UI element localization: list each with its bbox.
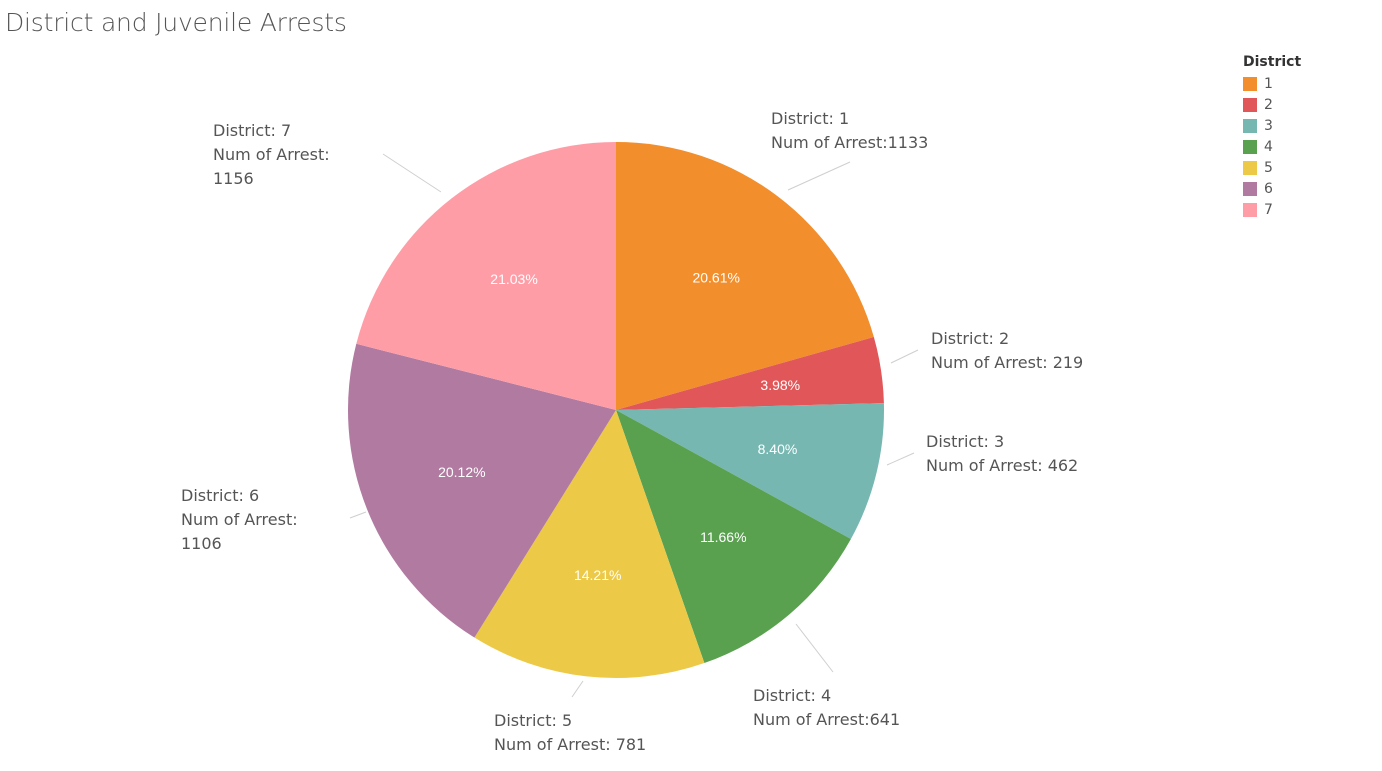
annotation-district-2-line-1: District: 2 (931, 329, 1009, 348)
legend-item-1[interactable]: 1 (1243, 73, 1301, 94)
legend-title: District (1243, 54, 1302, 70)
percent-label-district-2: 3.98% (760, 377, 800, 393)
annotation-district-6-line-2: Num of Arrest: (181, 510, 298, 529)
leader-line-district-4 (795, 623, 834, 673)
pie-slice-district-3[interactable] (616, 403, 884, 540)
legend-label: 7 (1264, 201, 1273, 218)
legend-label: 4 (1264, 138, 1273, 155)
pie-slice-district-1[interactable] (616, 142, 874, 410)
legend-item-2[interactable]: 2 (1243, 94, 1301, 115)
legend-label: 5 (1264, 159, 1273, 176)
chart-title: District and Juvenile Arrests (5, 8, 347, 37)
legend-label: 2 (1264, 96, 1273, 113)
percent-labels: 20.61% 3.98% 8.40% 11.66% 14.21% 20.12% 21.03% (438, 269, 800, 583)
leader-line-district-1 (787, 161, 851, 191)
legend-item-4[interactable]: 4 (1243, 136, 1301, 157)
legend-item-6[interactable]: 6 (1243, 178, 1301, 199)
legend-swatch (1243, 181, 1257, 196)
annotation-district-4-line-1: District: 4 (753, 686, 831, 705)
leader-line-district-5 (571, 680, 584, 698)
legend-swatch (1243, 118, 1257, 133)
pie-slice-district-7[interactable] (356, 142, 616, 410)
leader-line-district-7 (382, 153, 442, 193)
legend-swatch (1243, 202, 1257, 217)
legend-swatch (1243, 139, 1257, 154)
percent-label-district-1: 20.61% (692, 269, 739, 285)
percent-label-district-4: 11.66% (700, 529, 746, 545)
leader-line-district-6 (349, 511, 367, 519)
legend-swatch (1243, 97, 1257, 112)
annotation-district-3-line-2: Num of Arrest: 462 (926, 456, 1078, 475)
leader-line-district-3 (886, 452, 915, 466)
percent-label-district-3: 8.40% (758, 441, 798, 457)
annotation-district-5-line-2: Num of Arrest: 781 (494, 735, 646, 754)
legend-item-5[interactable]: 5 (1243, 157, 1301, 178)
percent-label-district-7: 21.03% (490, 271, 537, 287)
legend-swatch (1243, 160, 1257, 175)
annotation-district-7-line-2: Num of Arrest: (213, 145, 330, 164)
annotation-district-2-line-2: Num of Arrest: 219 (931, 353, 1083, 372)
percent-label-district-5: 14.21% (574, 567, 621, 583)
annotation-district-7-line-3: 1156 (213, 169, 254, 188)
pie-slice-district-2[interactable] (616, 336, 884, 410)
annotation-district-1-line-1: District: 1 (771, 109, 849, 128)
annotation-district-6-line-1: District: 6 (181, 486, 259, 505)
legend-label: 6 (1264, 180, 1273, 197)
annotation-district-4-line-2: Num of Arrest:641 (753, 710, 900, 729)
legend-item-7[interactable]: 7 (1243, 199, 1301, 220)
legend: District 1 2 3 4 5 6 7 (1243, 54, 1301, 220)
pie-slices (347, 142, 884, 678)
pie-slice-district-6[interactable] (347, 343, 616, 638)
legend-swatch (1243, 76, 1257, 91)
percent-label-district-6: 20.12% (438, 464, 485, 480)
legend-label: 1 (1264, 75, 1273, 92)
leader-lines (349, 153, 919, 698)
annotation-district-7-line-1: District: 7 (213, 121, 291, 140)
annotation-district-1-line-2: Num of Arrest:1133 (771, 133, 928, 152)
slice-annotations: District: 1 Num of Arrest:1133 District: 2… (181, 109, 1083, 754)
annotation-district-3-line-1: District: 3 (926, 432, 1004, 451)
legend-label: 3 (1264, 117, 1273, 134)
leader-line-district-2 (890, 349, 919, 364)
pie-slice-district-4[interactable] (616, 410, 851, 664)
annotation-district-5-line-1: District: 5 (494, 711, 572, 730)
annotation-district-6-line-3: 1106 (181, 534, 222, 553)
pie-slice-district-5[interactable] (474, 410, 705, 678)
legend-item-3[interactable]: 3 (1243, 115, 1301, 136)
